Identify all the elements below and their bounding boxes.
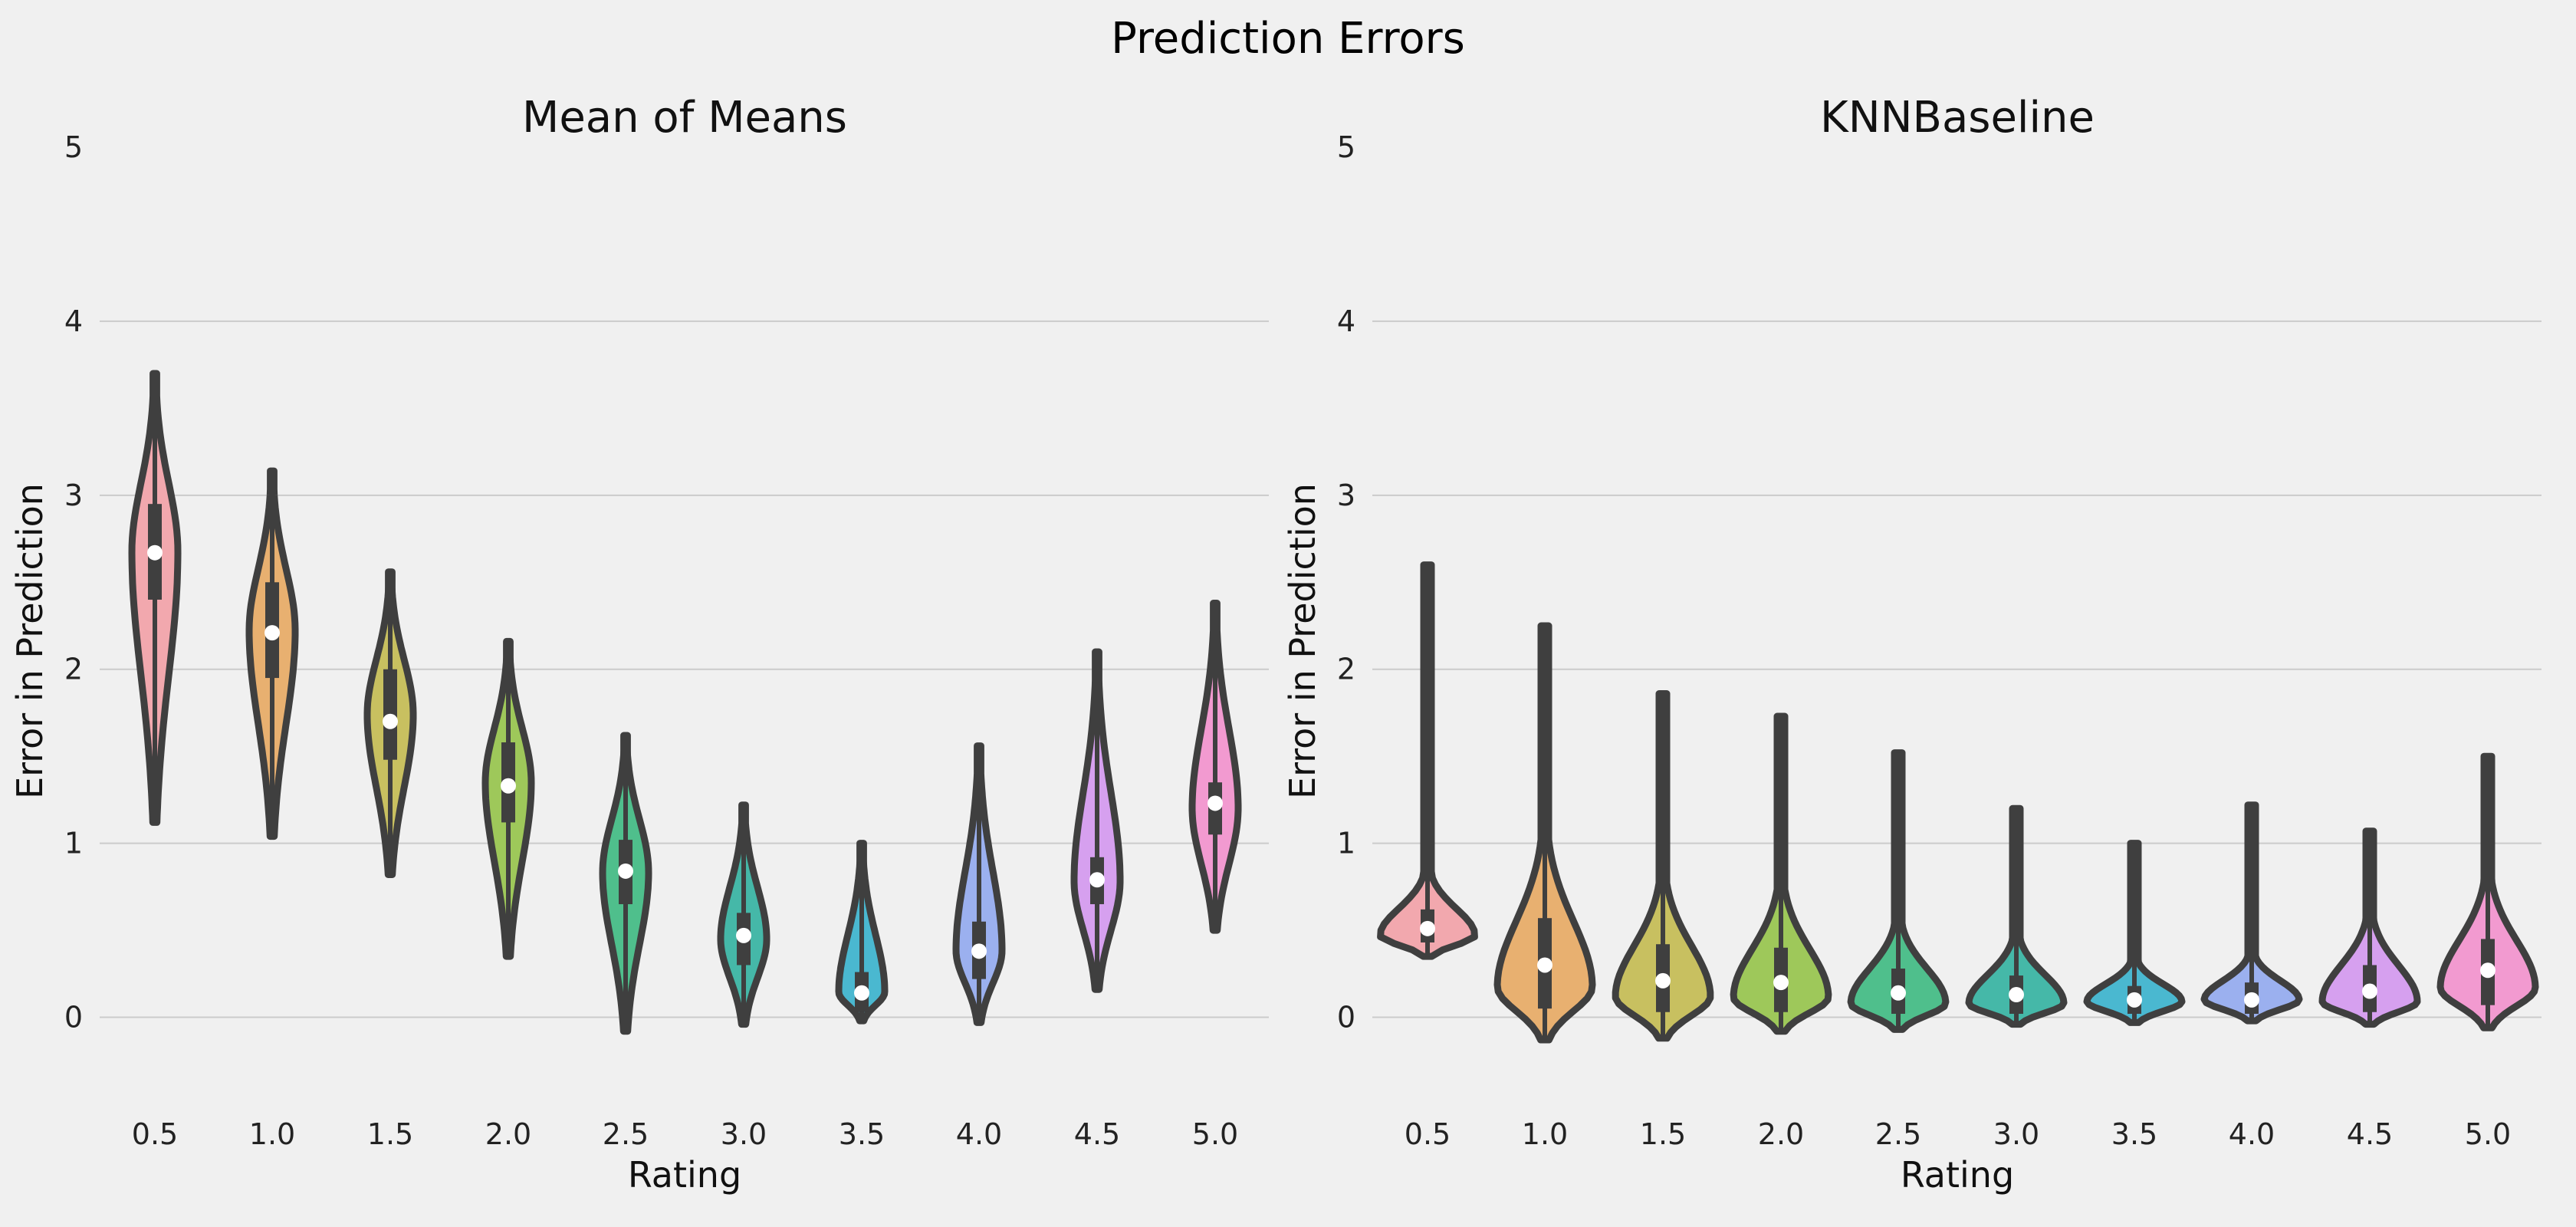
x-axis-label: Rating — [628, 1154, 741, 1196]
median-dot — [1891, 985, 1906, 1001]
median-dot — [1537, 957, 1552, 973]
y-tick-label: 1 — [1337, 827, 1355, 860]
median-dot — [1655, 972, 1671, 989]
x-tick-label: 3.5 — [839, 1117, 885, 1151]
median-dot — [1208, 795, 1223, 811]
median-dot — [2244, 992, 2259, 1008]
median-dot — [1773, 975, 1789, 991]
panel-title: KNNBaseline — [1820, 93, 2095, 143]
x-tick-label: 3.0 — [721, 1117, 767, 1151]
x-tick-label: 1.0 — [249, 1117, 295, 1151]
median-dot — [1420, 920, 1435, 936]
panel-title: Mean of Means — [522, 93, 847, 143]
x-tick-label: 1.0 — [1522, 1117, 1568, 1151]
median-dot — [264, 625, 280, 641]
x-tick-label: 4.0 — [956, 1117, 1002, 1151]
x-tick-label: 2.0 — [485, 1117, 531, 1151]
median-dot — [2362, 983, 2377, 999]
median-dot — [147, 544, 163, 561]
y-tick-label: 5 — [64, 130, 83, 164]
x-tick-label: 4.5 — [2347, 1117, 2393, 1151]
x-tick-label: 0.5 — [132, 1117, 178, 1151]
x-tick-label: 4.0 — [2229, 1117, 2275, 1151]
y-axis-label: Error in Prediction — [1282, 483, 1323, 799]
x-tick-label: 1.5 — [1640, 1117, 1686, 1151]
y-tick-label: 5 — [1337, 130, 1355, 164]
median-dot — [854, 985, 869, 1001]
y-tick-label: 3 — [1337, 479, 1355, 512]
y-tick-label: 2 — [1337, 653, 1355, 686]
median-dot — [736, 927, 751, 943]
x-tick-label: 5.0 — [1192, 1117, 1238, 1151]
median-dot — [971, 943, 987, 959]
y-axis-label: Error in Prediction — [9, 483, 51, 799]
y-tick-label: 0 — [64, 1001, 83, 1035]
y-tick-label: 4 — [64, 304, 83, 338]
median-dot — [2127, 992, 2142, 1008]
median-dot — [383, 713, 398, 729]
y-tick-label: 3 — [64, 479, 83, 512]
x-tick-label: 2.5 — [1875, 1117, 1921, 1151]
x-tick-label: 4.5 — [1074, 1117, 1120, 1151]
y-tick-label: 1 — [64, 827, 83, 860]
y-tick-label: 2 — [64, 653, 83, 686]
median-dot — [2009, 987, 2024, 1003]
median-dot — [618, 863, 633, 879]
x-tick-label: 3.0 — [1993, 1117, 2039, 1151]
x-tick-label: 2.0 — [1758, 1117, 1804, 1151]
x-tick-label: 5.0 — [2465, 1117, 2511, 1151]
y-tick-label: 0 — [1337, 1001, 1355, 1035]
x-tick-label: 0.5 — [1405, 1117, 1451, 1151]
median-dot — [2480, 962, 2496, 979]
x-tick-label: 3.5 — [2111, 1117, 2157, 1151]
median-dot — [501, 778, 516, 794]
figure-title: Prediction Errors — [1111, 14, 1465, 64]
y-tick-label: 4 — [1337, 304, 1355, 338]
x-tick-label: 2.5 — [603, 1117, 649, 1151]
x-axis-label: Rating — [1901, 1154, 2014, 1196]
x-tick-label: 1.5 — [367, 1117, 413, 1151]
median-dot — [1089, 872, 1105, 888]
